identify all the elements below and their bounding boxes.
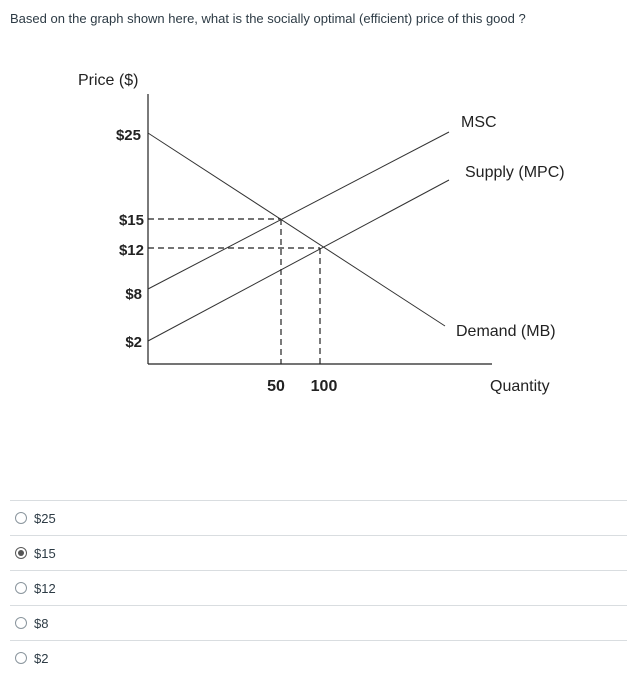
radio-button[interactable] [15,617,27,629]
answer-label: $15 [34,545,56,561]
answer-option[interactable]: $8 [10,605,627,640]
answer-label: $25 [34,510,56,526]
y-tick-label: $8 [125,286,142,303]
radio-button[interactable] [15,512,27,524]
radio-button[interactable] [15,582,27,594]
answer-option[interactable]: $25 [10,500,627,535]
answer-label: $8 [34,615,49,631]
answer-label: $2 [34,650,49,666]
y-axis-label: Price ($) [78,72,138,89]
msc-label: MSC [461,114,497,131]
radio-button-selected[interactable] [15,547,27,559]
y-tick-label: $25 [116,127,141,144]
x-axis-label: Quantity [490,378,550,395]
answer-label: $12 [34,580,56,596]
y-tick-label: $2 [125,334,142,351]
answer-option[interactable]: $12 [10,570,627,605]
demand-label: Demand (MB) [456,323,556,340]
supply-label: Supply (MPC) [465,164,565,181]
economics-graph: Price ($) Quantity $25 $15 $12 $8 $2 50 … [78,72,565,395]
radio-button[interactable] [15,652,27,664]
msc-curve [147,131,450,290]
demand-curve [147,132,446,327]
y-tick-label: $15 [119,212,144,229]
question-text: Based on the graph shown here, what is t… [10,11,526,26]
y-tick-label: $12 [119,242,144,259]
supply-curve [147,179,450,342]
x-tick-label: 100 [311,378,338,395]
answer-option[interactable]: $2 [10,640,627,675]
x-tick-label: 50 [267,378,285,395]
answer-options: $25 $15 $12 $8 $2 [10,500,627,675]
answer-option[interactable]: $15 [10,535,627,570]
